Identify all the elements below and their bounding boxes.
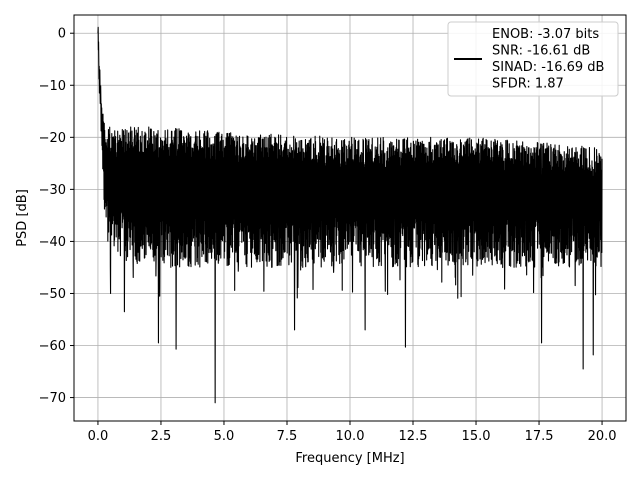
y-tick-label: −70 xyxy=(39,391,66,406)
x-tick-label: 5.0 xyxy=(214,429,235,444)
legend: ENOB: -3.07 bits SNR: -16.61 dB SINAD: -… xyxy=(447,21,619,97)
y-tick-label: −60 xyxy=(39,339,66,354)
y-tick-label: −30 xyxy=(39,183,66,198)
x-tick-label: 0.0 xyxy=(88,429,109,444)
legend-enob: ENOB: -3.07 bits xyxy=(492,27,599,42)
y-tick-label: −40 xyxy=(39,235,66,250)
series-layer xyxy=(97,26,603,404)
x-tick-label: 17.5 xyxy=(525,429,554,444)
x-tick-label: 10.0 xyxy=(336,429,365,444)
y-tick-label: −20 xyxy=(39,131,66,146)
psd-series-line xyxy=(97,26,603,404)
legend-sfdr: SFDR: 1.87 xyxy=(492,77,564,92)
x-tick-label: 20.0 xyxy=(588,429,617,444)
y-tick-label: −10 xyxy=(39,79,66,94)
y-tick-label: −50 xyxy=(39,287,66,302)
x-axis-label: Frequency [MHz] xyxy=(295,451,404,466)
x-tick-label: 2.5 xyxy=(151,429,172,444)
x-tick-label: 7.5 xyxy=(277,429,298,444)
legend-sinad: SINAD: -16.69 dB xyxy=(492,60,604,75)
y-axis-label: PSD [dB] xyxy=(15,189,30,247)
legend-snr: SNR: -16.61 dB xyxy=(492,44,590,59)
legend-box xyxy=(447,21,619,97)
x-tick-label: 12.5 xyxy=(399,429,428,444)
y-tick-label: 0 xyxy=(58,27,66,42)
x-tick-label: 15.0 xyxy=(462,429,491,444)
axis-ticks: 0.0 2.5 5.0 7.5 10.0 12.5 15.0 17.5 20.0 0 −10 −20 −… xyxy=(39,27,617,444)
